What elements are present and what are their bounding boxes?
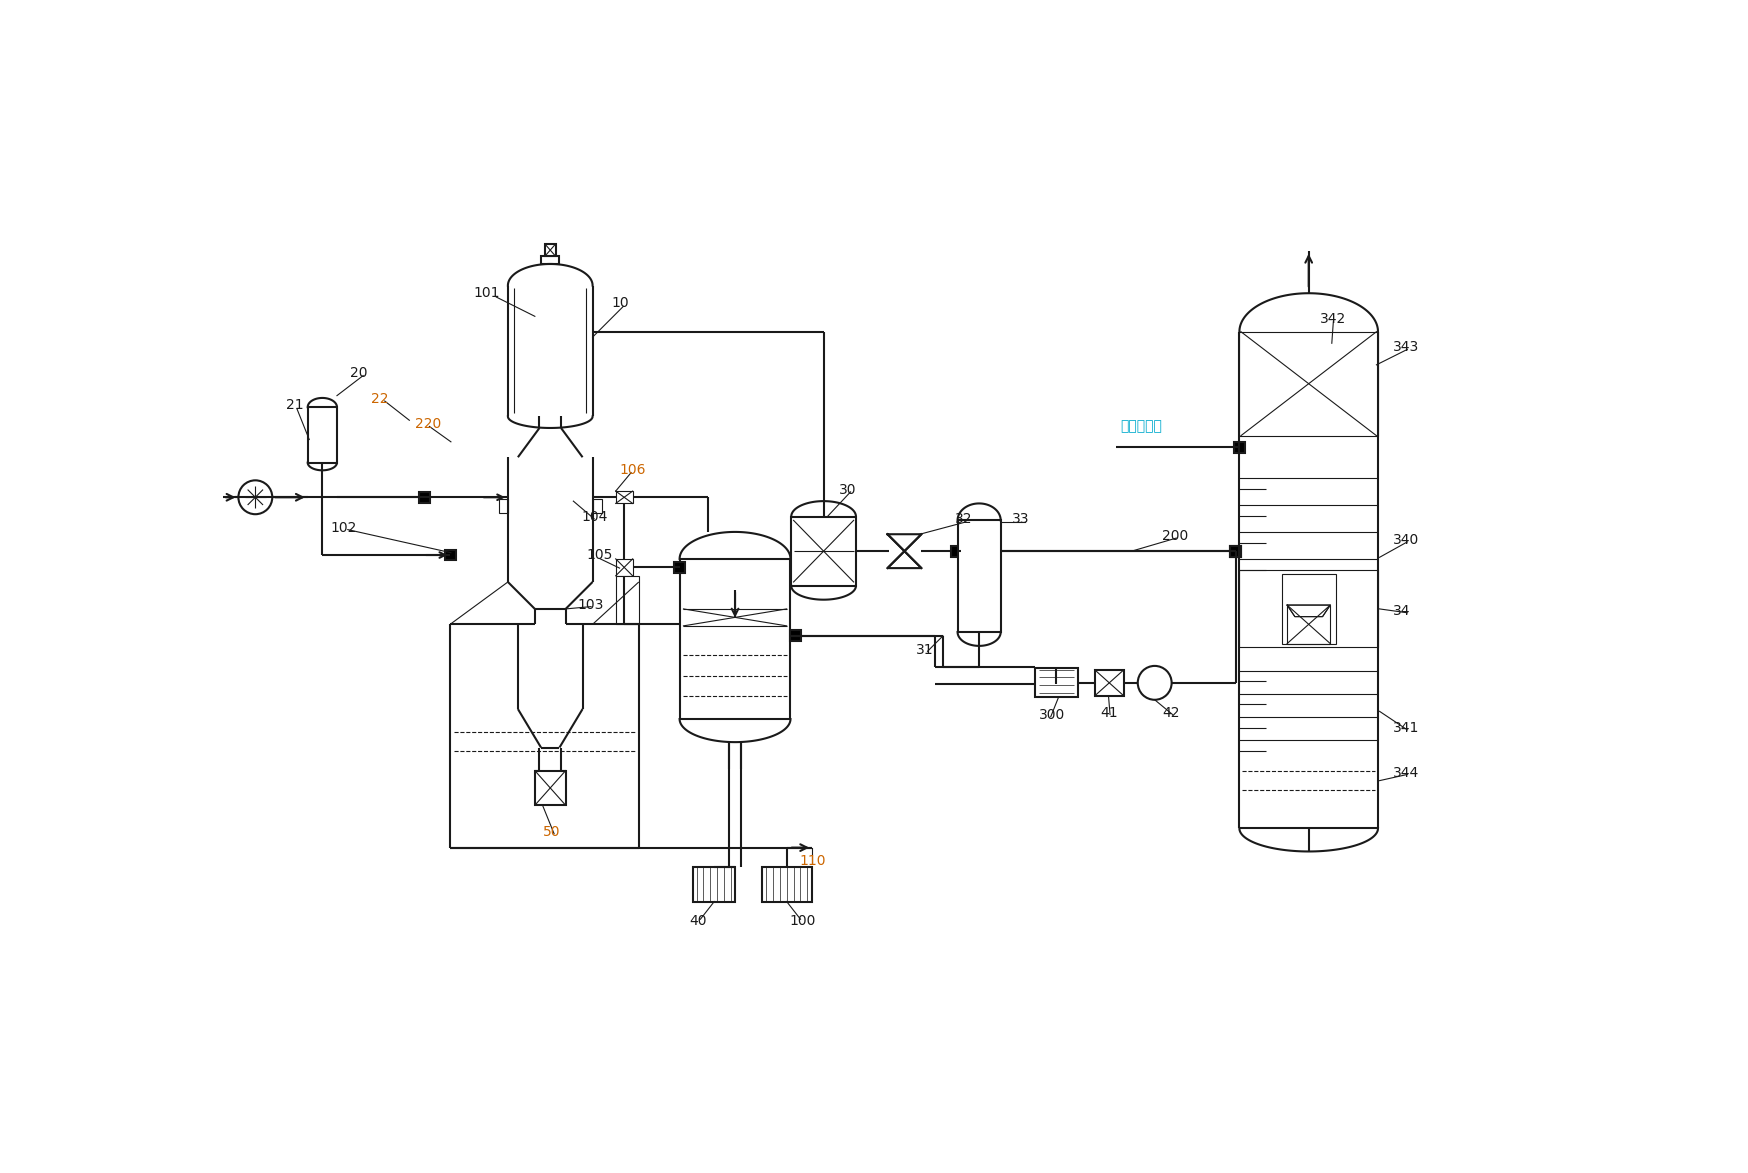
Bar [1281,575,1335,644]
Bar [498,499,507,513]
Text: 340: 340 [1393,533,1419,547]
Text: 344: 344 [1393,766,1419,780]
Text: 31: 31 [916,643,933,657]
Text: 33: 33 [1012,511,1030,526]
Text: 104: 104 [580,509,607,523]
Bar [790,516,855,585]
Text: 42: 42 [1162,706,1180,720]
Circle shape [238,480,273,514]
Bar [951,545,961,556]
Text: 103: 103 [577,598,603,612]
Text: 40: 40 [689,914,706,928]
Bar [1229,545,1241,556]
Text: 100: 100 [788,914,815,928]
Text: 41: 41 [1099,706,1117,720]
Text: 300: 300 [1038,708,1065,723]
Text: 102: 102 [330,521,357,535]
Text: 10: 10 [612,297,629,310]
Text: 30: 30 [839,482,857,496]
Text: 32: 32 [954,511,972,526]
Text: 20: 20 [350,366,367,380]
Bar [958,521,1000,632]
Bar [545,244,556,256]
Bar [444,550,454,561]
Text: 106: 106 [619,463,645,477]
Bar [680,558,790,719]
Bar [673,562,685,572]
Bar [1229,545,1241,556]
Text: 110: 110 [799,854,825,868]
Text: 342: 342 [1320,312,1346,326]
Bar [790,630,801,642]
Bar [615,491,633,503]
Bar [535,771,565,806]
Text: 341: 341 [1393,721,1419,735]
Bar [540,256,559,264]
Bar [615,558,633,576]
Bar [308,407,337,462]
Text: 工艺冷凝水: 工艺冷凝水 [1119,420,1161,434]
Text: 22: 22 [371,392,388,406]
Text: 220: 220 [416,418,442,432]
Bar [1035,669,1077,698]
Bar [762,867,811,902]
Text: 50: 50 [542,826,559,839]
Bar [420,491,430,503]
Text: 343: 343 [1393,340,1419,354]
Polygon shape [1287,605,1330,617]
Bar [1234,442,1245,453]
Text: 101: 101 [474,286,500,300]
Circle shape [1138,666,1171,700]
Bar [1239,332,1377,435]
Bar [1239,570,1377,647]
Bar [615,576,638,624]
Text: 21: 21 [287,398,304,412]
Text: 200: 200 [1162,529,1189,543]
Bar [692,867,734,902]
Bar [1094,670,1124,696]
Bar [593,499,601,513]
Text: 105: 105 [586,548,612,562]
Text: 34: 34 [1393,604,1411,618]
